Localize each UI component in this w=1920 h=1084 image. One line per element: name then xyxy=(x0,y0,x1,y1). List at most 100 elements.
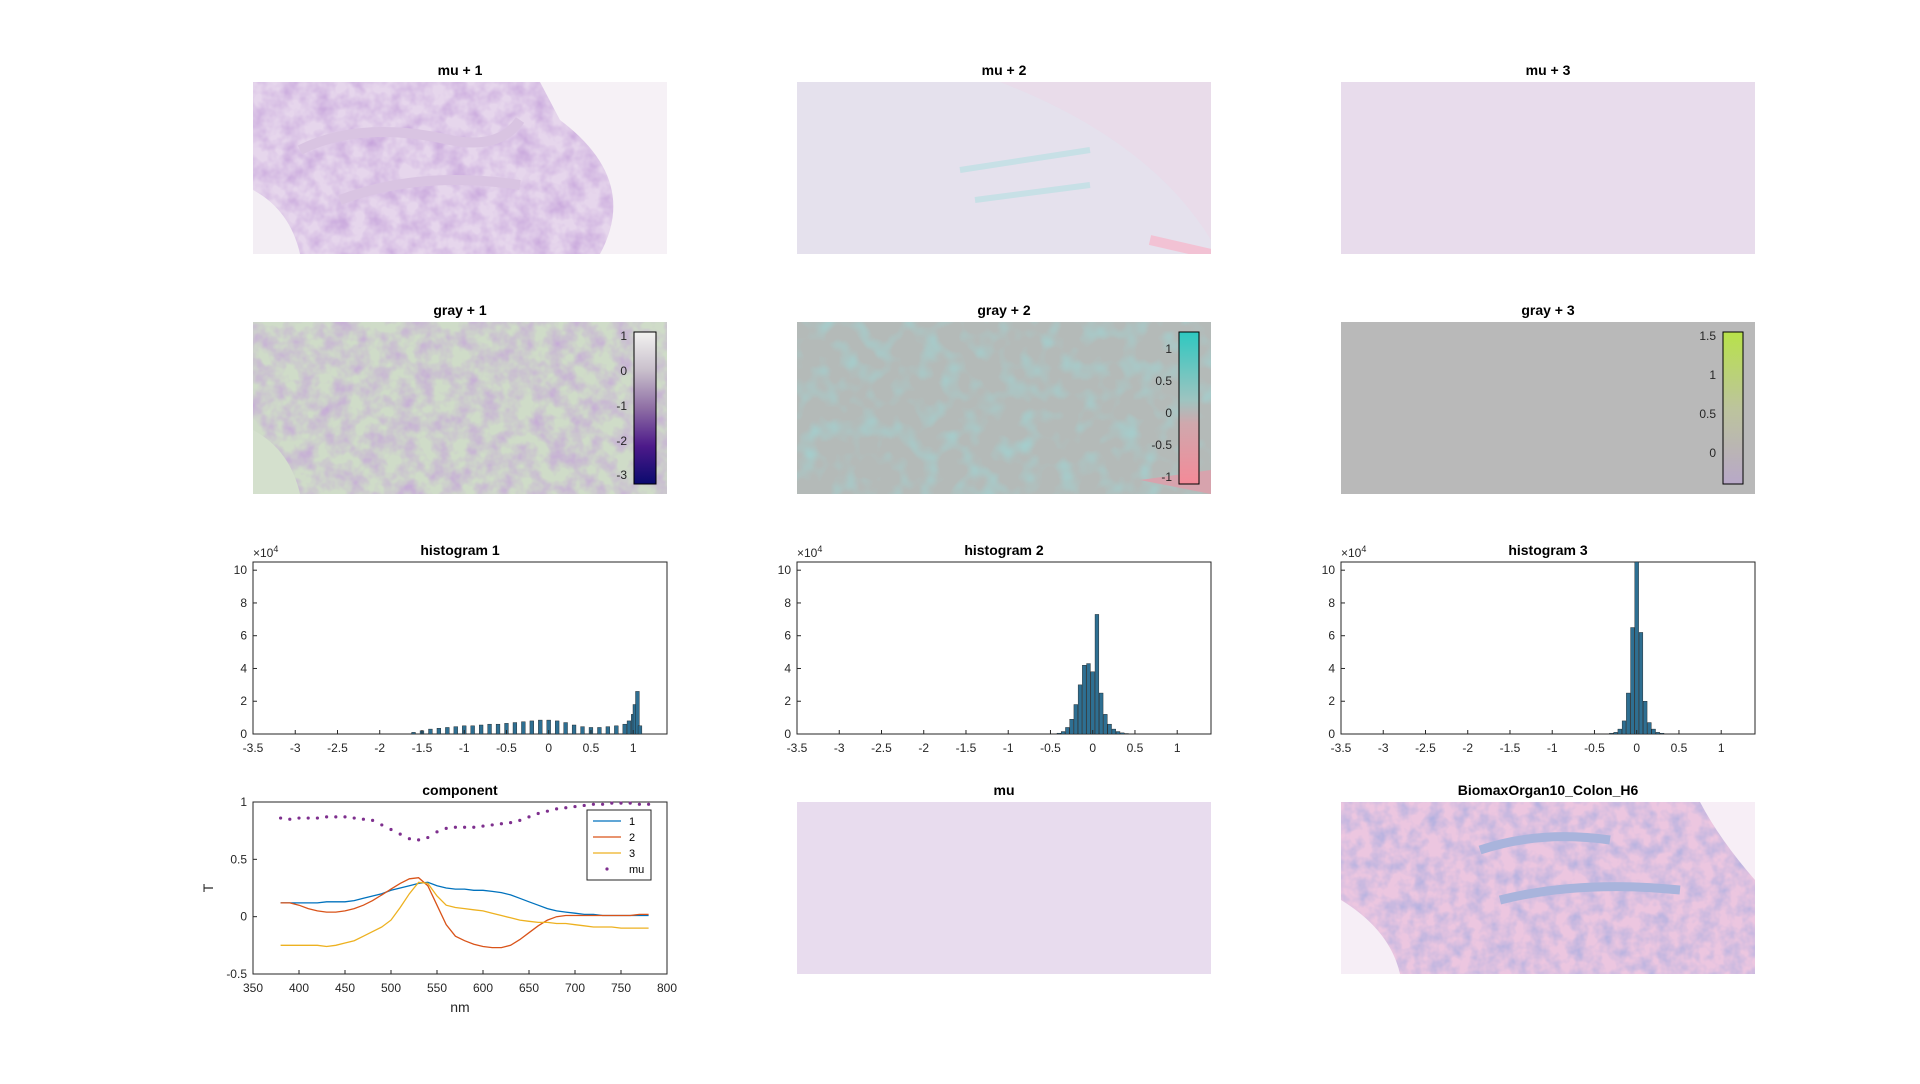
mu-point xyxy=(389,827,393,832)
y-tick-label: 8 xyxy=(784,596,791,610)
histogram-bar xyxy=(1073,704,1078,735)
histogram-bar xyxy=(1099,692,1104,735)
mu-point xyxy=(509,821,513,825)
mu-point xyxy=(591,802,596,806)
x-tick-label: 0 xyxy=(1633,741,1640,755)
legend-label: 1 xyxy=(629,816,635,828)
mu-point xyxy=(637,802,642,806)
x-tick-label: 1 xyxy=(1718,741,1725,755)
histogram-bar xyxy=(453,726,458,735)
x-tick-label: -3 xyxy=(834,741,845,755)
histogram-bar xyxy=(555,720,560,735)
panel-title: mu + 3 xyxy=(1526,62,1571,78)
x-tick-label: -0.5 xyxy=(1584,741,1605,755)
colorbar-tick: 0.5 xyxy=(1155,374,1172,388)
tissue-image xyxy=(797,322,1211,494)
y-tick-label: 8 xyxy=(1328,596,1335,610)
panel-title: gray + 1 xyxy=(433,302,487,318)
mu-point xyxy=(426,835,430,840)
y-tick-label: 0 xyxy=(1328,727,1335,741)
x-tick-label: 1 xyxy=(1174,741,1181,755)
colorbar-tick: 0 xyxy=(1165,406,1172,420)
colorbar-tick: 1 xyxy=(1165,342,1172,356)
series-line-3 xyxy=(280,881,649,948)
histogram-bar xyxy=(428,728,433,735)
x-tick-label: 0.5 xyxy=(1127,741,1144,755)
mu-point xyxy=(610,801,614,805)
x-tick-label: -3.5 xyxy=(1331,741,1352,755)
y-tick-label: 4 xyxy=(1328,661,1335,675)
mu-point xyxy=(499,822,503,826)
y-tick-label: 0 xyxy=(240,910,247,924)
x-tick-label: -3.5 xyxy=(243,741,264,755)
histogram-bar xyxy=(605,726,610,735)
x-tick-label: 750 xyxy=(611,981,631,995)
x-tick-label: 350 xyxy=(243,981,263,995)
mu-point xyxy=(518,818,522,822)
mu-point xyxy=(306,816,310,820)
x-tick-label: -3 xyxy=(290,741,301,755)
mu-point xyxy=(601,802,605,806)
panel-title: gray + 3 xyxy=(1521,302,1575,318)
colorbar-tick: 1 xyxy=(1709,368,1716,382)
x-tick-label: -1.5 xyxy=(1500,741,1521,755)
x-tick-label: -2 xyxy=(918,741,929,755)
mu-point xyxy=(444,826,448,830)
mu-point xyxy=(288,817,292,821)
plot-area xyxy=(252,561,668,735)
x-tick-label: 550 xyxy=(427,981,447,995)
histogram-bar xyxy=(1077,684,1083,735)
panel-title: mu xyxy=(994,782,1015,798)
series-line-2 xyxy=(280,877,649,949)
histogram-bar xyxy=(411,732,416,735)
x-tick-label: -0.5 xyxy=(496,741,517,755)
histogram-bar xyxy=(1120,732,1125,735)
histogram-bar xyxy=(1094,614,1100,735)
panel-rgb-image: BiomaxOrgan10_Colon_H6 xyxy=(1341,782,1755,974)
histogram-bar xyxy=(1609,732,1614,735)
chart-title: histogram 1 xyxy=(420,542,500,558)
histogram-bar xyxy=(1655,732,1660,735)
x-tick-label: 0.5 xyxy=(583,741,600,755)
mu-point xyxy=(334,815,338,819)
mu-point xyxy=(463,825,467,829)
histogram-bar xyxy=(1659,732,1665,735)
y-tick-label: 6 xyxy=(1328,629,1335,643)
mu-point xyxy=(380,823,384,827)
histogram-bar xyxy=(1111,728,1116,735)
axis-exponent-power: 4 xyxy=(273,544,278,554)
mu-point xyxy=(453,825,457,829)
x-tick-label: 0.5 xyxy=(1671,741,1688,755)
histogram-bar xyxy=(1115,731,1121,735)
axis-exponent-power: 4 xyxy=(817,544,822,554)
histogram-bar xyxy=(635,691,640,735)
legend-box xyxy=(586,809,652,881)
histogram-bar xyxy=(1056,732,1062,735)
y-tick-label: 4 xyxy=(784,661,791,675)
x-tick-label: -2.5 xyxy=(1415,741,1436,755)
panel-mu-plus-2: mu + 2 xyxy=(797,62,1211,254)
y-tick-label: 4 xyxy=(240,661,247,675)
x-tick-label: -2.5 xyxy=(871,741,892,755)
x-tick-label: -1.5 xyxy=(412,741,433,755)
histogram-bar xyxy=(445,727,450,735)
histogram-bar xyxy=(626,720,632,735)
y-tick-label: 2 xyxy=(1328,694,1335,708)
histogram-bar xyxy=(1107,723,1112,735)
tissue-image xyxy=(253,82,667,254)
colorbar-tick: 0 xyxy=(1709,446,1716,460)
y-tick-label: 6 xyxy=(784,629,791,643)
x-tick-label: -2.5 xyxy=(327,741,348,755)
chart-title: component xyxy=(422,782,498,798)
x-tick-label: -2 xyxy=(1462,741,1473,755)
axis-exponent: ×104 xyxy=(1341,544,1366,560)
y-tick-label: 2 xyxy=(240,694,247,708)
legend-label: 2 xyxy=(629,832,635,844)
x-tick-label: 450 xyxy=(335,981,355,995)
mu-point xyxy=(435,830,439,834)
x-tick-label: 800 xyxy=(657,981,677,995)
mu-point xyxy=(527,815,531,819)
histogram-3: histogram 3 ×104 -3.5 -3 -2.5 -2 -1.5 -1 -0.5 0 0.… xyxy=(1322,542,1756,755)
histogram-bar xyxy=(529,720,534,735)
